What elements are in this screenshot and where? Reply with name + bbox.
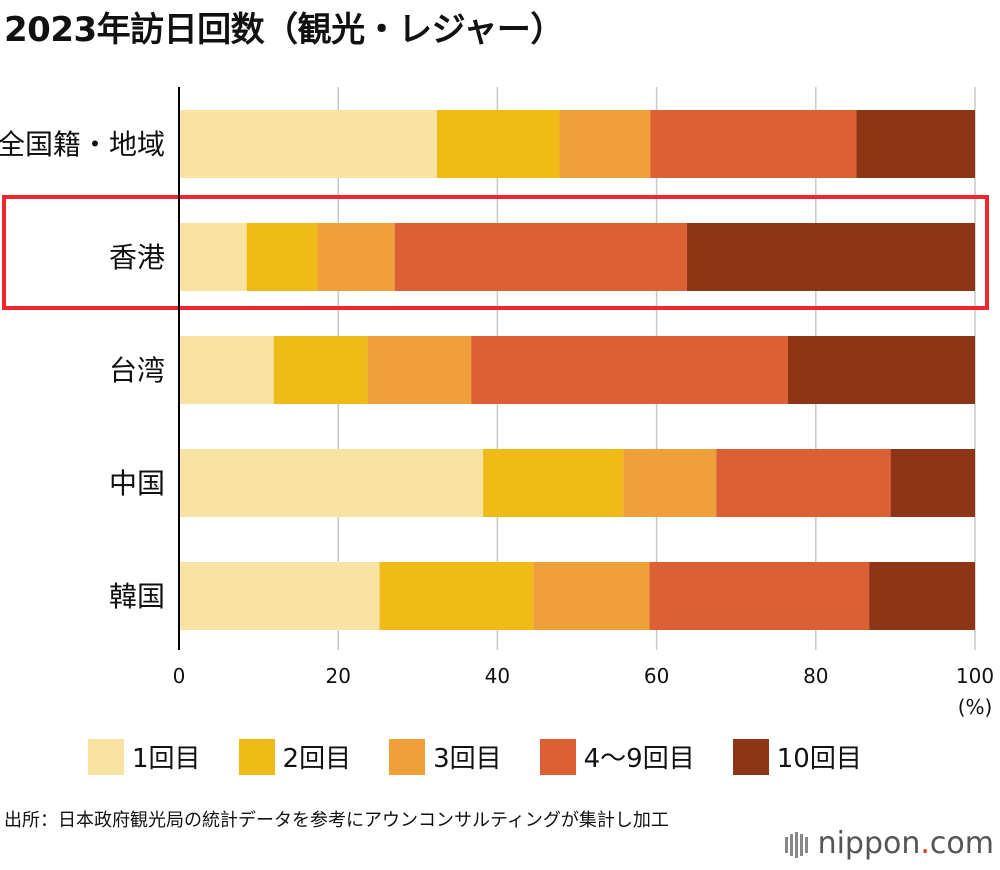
legend-item: 2回目 — [238, 738, 352, 775]
bar-segment — [317, 223, 395, 291]
legend-swatch — [238, 738, 275, 775]
bar-segment — [559, 110, 651, 178]
category-label: 韓国 — [109, 580, 165, 613]
bar-segment — [179, 449, 484, 517]
x-tick-label: 20 — [325, 664, 350, 688]
brand-name: nippon — [817, 826, 921, 861]
x-tick-label: 40 — [485, 664, 510, 688]
highlight-box — [2, 195, 989, 310]
bar-segment — [483, 449, 624, 517]
bar-segment — [436, 110, 560, 178]
legend-swatch — [88, 738, 124, 775]
category-label: 香港 — [109, 241, 165, 274]
legend-label: 1回目 — [132, 744, 201, 774]
legend-label: 2回目 — [282, 744, 352, 774]
x-tick-label: 60 — [644, 664, 669, 688]
bar-segment — [686, 223, 975, 291]
legend-swatch — [539, 738, 576, 775]
bar-segment — [533, 562, 650, 630]
legend-label: 3回目 — [433, 744, 502, 774]
chart-title: 2023年訪日回数（観光・レジャー） — [4, 10, 564, 50]
bar-segment — [367, 336, 472, 404]
bar-segment — [179, 562, 380, 630]
source-note: 出所：日本政府観光局の統計データを参考にアウンコンサルティングが集計し加工 — [4, 810, 669, 831]
legend-item: 4～9回目 — [539, 738, 695, 775]
bar-segment — [394, 223, 687, 291]
bar-segment — [273, 336, 368, 404]
category-label: 全国籍・地域 — [0, 128, 165, 161]
x-tick-label: 80 — [803, 664, 828, 688]
x-unit-label: (%) — [958, 695, 993, 719]
bar-segment — [787, 336, 975, 404]
brand-logo: nippon. com — [782, 826, 994, 861]
bar-segment — [379, 562, 534, 630]
bar-segment — [246, 223, 318, 291]
x-tick-label: 100 — [956, 664, 994, 688]
bar-segment — [471, 336, 788, 404]
legend-item: 1回目 — [88, 738, 201, 775]
category-label: 中国 — [109, 467, 165, 500]
bar-segment — [179, 336, 274, 404]
bar-segment — [179, 223, 247, 291]
bar-segment — [179, 110, 437, 178]
x-tick-label: 0 — [173, 664, 186, 688]
nippon-mark-icon — [784, 831, 808, 858]
legend-swatch — [389, 738, 426, 775]
brand-tld: com — [929, 826, 994, 861]
legend-item: 10回目 — [732, 738, 862, 775]
bar-segment — [650, 110, 857, 178]
brand-dot: . — [920, 826, 930, 861]
bar-segment — [856, 110, 975, 178]
bar-segment — [623, 449, 717, 517]
category-label: 台湾 — [109, 354, 165, 387]
legend: 1回目 2回目 3回目 4～9回目 10回目 — [88, 738, 900, 775]
bar-segment — [890, 449, 975, 517]
legend-item: 3回目 — [389, 738, 502, 775]
bar-segment — [716, 449, 891, 517]
bar-segment — [649, 562, 870, 630]
bar-segment — [869, 562, 975, 630]
legend-label: 10回目 — [776, 744, 862, 774]
legend-swatch — [732, 738, 769, 775]
legend-label: 4～9回目 — [583, 744, 695, 774]
